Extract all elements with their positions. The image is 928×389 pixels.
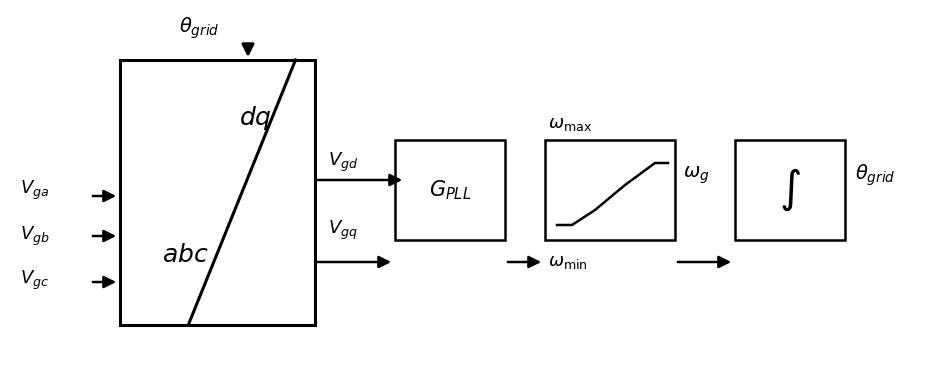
Bar — [734, 140, 844, 240]
Text: $\int$: $\int$ — [779, 167, 800, 213]
Text: $\theta_{grid}$: $\theta_{grid}$ — [179, 15, 220, 41]
Bar — [120, 60, 315, 325]
Text: $V_{gb}$: $V_{gb}$ — [20, 224, 50, 248]
Text: $\omega_{\mathrm{max}}$: $\omega_{\mathrm{max}}$ — [548, 115, 591, 133]
Text: $\theta_{grid}$: $\theta_{grid}$ — [854, 162, 895, 188]
Bar — [394, 140, 505, 240]
Text: $G_{PLL}$: $G_{PLL}$ — [429, 178, 470, 202]
Text: $V_{gq}$: $V_{gq}$ — [328, 218, 357, 242]
Text: $V_{gc}$: $V_{gc}$ — [20, 268, 49, 292]
Text: $V_{ga}$: $V_{ga}$ — [20, 179, 49, 202]
Text: $\omega_g$: $\omega_g$ — [682, 164, 709, 186]
Text: $\omega_{\mathrm{min}}$: $\omega_{\mathrm{min}}$ — [548, 253, 587, 271]
Text: $abc$: $abc$ — [161, 243, 208, 267]
Bar — [545, 140, 675, 240]
Text: $V_{gd}$: $V_{gd}$ — [328, 151, 358, 173]
Text: $dq$: $dq$ — [238, 104, 271, 132]
